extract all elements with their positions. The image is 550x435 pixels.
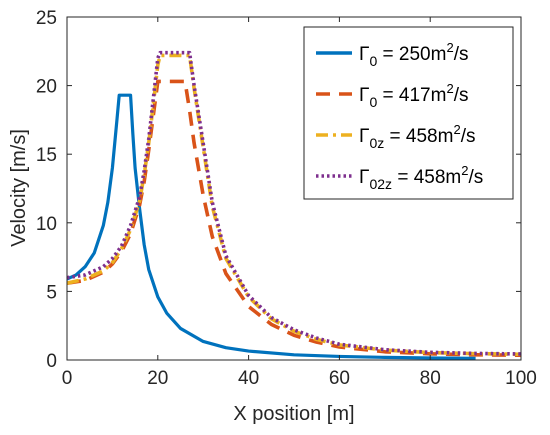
series-line-1 [66,79,522,357]
axes-layer [66,16,522,361]
y-tick-label: 0 [46,351,57,372]
x-tick-label: 100 [505,368,537,389]
y-tick-label: 5 [46,282,57,303]
legend-entry-label-3: Γ02z = 458m2/s [359,163,483,192]
series-line-0 [66,93,476,360]
series-layer [66,50,522,360]
x-tick-label: 80 [420,368,441,389]
ticks-layer: 0 20 40 60 80 100 0 5 10 15 20 25 [36,8,537,389]
x-axis-label: X position [m] [233,403,354,425]
axes-box [66,16,522,361]
x-tick-label: 40 [238,368,259,389]
y-axis-label: Velocity [m/s] [8,129,30,247]
legend: Γ0 = 250m2/s Γ0 = 417m2/s Γ0z = 458m2/s Γ02… [303,26,514,200]
legend-entry-label-0: Γ0 = 250m2/s [359,40,468,69]
legend-entry-label-2: Γ0z = 458m2/s [359,122,475,151]
y-tick-label: 20 [36,77,57,98]
y-tick-label: 25 [36,8,57,29]
series-line-3 [66,50,522,356]
x-tick-label: 60 [329,368,350,389]
y-tick-label: 15 [36,145,57,166]
x-tick-label: 0 [62,368,73,389]
x-tick-label: 20 [147,368,168,389]
legend-entry-label-1: Γ0 = 417m2/s [359,81,468,110]
legend-box [303,26,514,200]
y-tick-label: 10 [36,214,57,235]
